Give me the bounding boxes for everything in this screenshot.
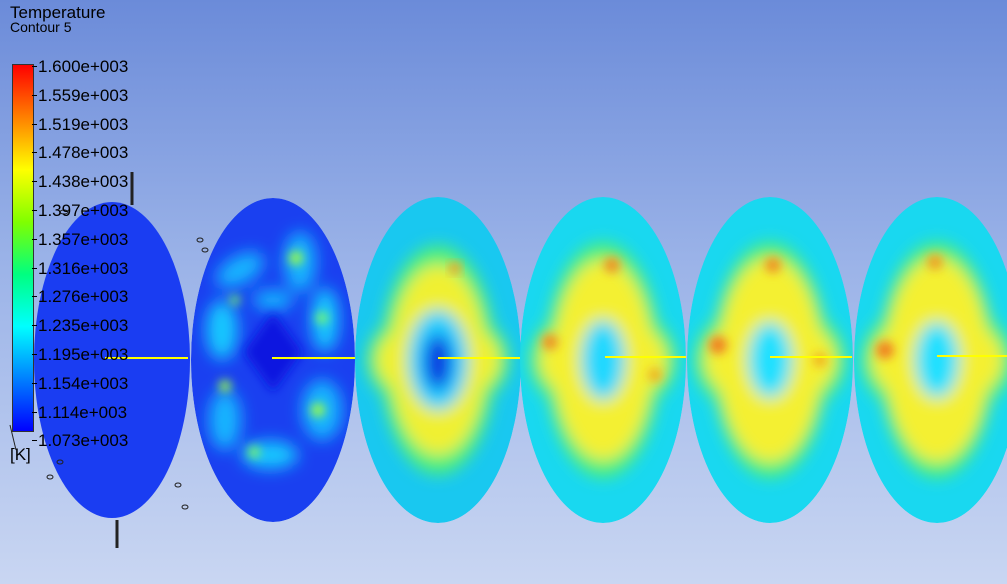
geometry-fragments bbox=[9, 172, 209, 548]
colorbar-tick-label: 1.235e+003 bbox=[31, 316, 129, 336]
colorbar-tick-label: 1.316e+003 bbox=[31, 258, 129, 278]
colorbar-tick-label: 1.114e+003 bbox=[31, 402, 128, 422]
colorbar-tick-label: 1.276e+003 bbox=[31, 287, 129, 307]
legend-title: Temperature bbox=[10, 3, 106, 22]
colorbar-tick-label: 1.073e+003 bbox=[31, 431, 129, 451]
colorbar-tick-label: 1.195e+003 bbox=[31, 345, 129, 364]
colorbar-tick-label: 1.478e+003 bbox=[31, 143, 129, 163]
unit-label: [K] bbox=[10, 445, 31, 464]
colorbar-tick-label: 1.519e+003 bbox=[31, 114, 129, 134]
colorbar-tick-label: 1.397e+003 bbox=[31, 201, 129, 220]
colorbar-tick-label: 1.438e+003 bbox=[31, 172, 129, 192]
colorbar-tick-label: 1.357e+003 bbox=[31, 229, 129, 249]
slice-6 bbox=[854, 197, 1007, 523]
legend-subtitle: Contour 5 bbox=[10, 19, 72, 35]
slice-3 bbox=[355, 197, 521, 523]
colorbar-tick-label: 1.600e+003 bbox=[31, 57, 129, 76]
colorbar-tick-label: 1.559e+003 bbox=[31, 85, 129, 105]
slice-1 bbox=[34, 202, 190, 518]
axis-line bbox=[105, 355, 1007, 359]
slice-2 bbox=[191, 198, 355, 522]
slice-5 bbox=[687, 197, 853, 523]
slice-4 bbox=[520, 197, 686, 523]
colorbar-tick-label: 1.154e+003 bbox=[31, 373, 129, 393]
colorbar bbox=[12, 64, 34, 432]
